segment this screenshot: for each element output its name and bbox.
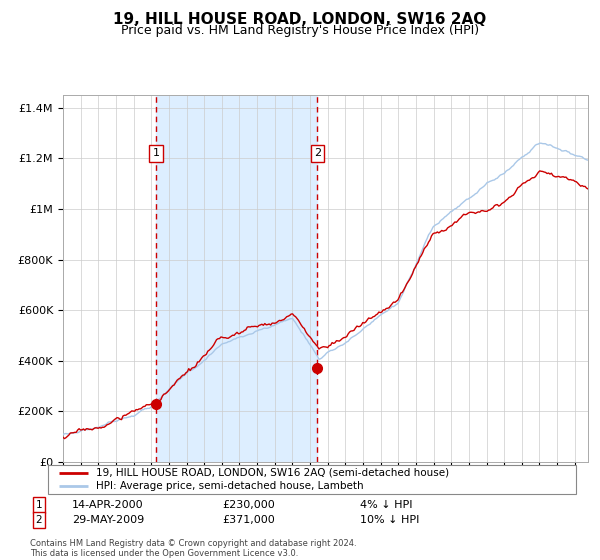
Text: £371,000: £371,000 xyxy=(222,515,275,525)
Text: 10% ↓ HPI: 10% ↓ HPI xyxy=(360,515,419,525)
Text: 29-MAY-2009: 29-MAY-2009 xyxy=(72,515,144,525)
Text: 19, HILL HOUSE ROAD, LONDON, SW16 2AQ (semi-detached house): 19, HILL HOUSE ROAD, LONDON, SW16 2AQ (s… xyxy=(95,468,449,478)
Text: HPI: Average price, semi-detached house, Lambeth: HPI: Average price, semi-detached house,… xyxy=(95,481,363,491)
Text: Contains HM Land Registry data © Crown copyright and database right 2024.
This d: Contains HM Land Registry data © Crown c… xyxy=(30,539,356,558)
Text: 2: 2 xyxy=(314,148,321,158)
FancyBboxPatch shape xyxy=(48,465,576,494)
Text: 19, HILL HOUSE ROAD, LONDON, SW16 2AQ: 19, HILL HOUSE ROAD, LONDON, SW16 2AQ xyxy=(113,12,487,27)
Bar xyxy=(156,95,317,462)
Text: 1: 1 xyxy=(152,148,160,158)
Text: 2: 2 xyxy=(35,515,43,525)
Text: 14-APR-2000: 14-APR-2000 xyxy=(72,500,143,510)
Text: £230,000: £230,000 xyxy=(222,500,275,510)
Text: Price paid vs. HM Land Registry's House Price Index (HPI): Price paid vs. HM Land Registry's House … xyxy=(121,24,479,37)
Text: 1: 1 xyxy=(35,500,43,510)
Text: 4% ↓ HPI: 4% ↓ HPI xyxy=(360,500,413,510)
